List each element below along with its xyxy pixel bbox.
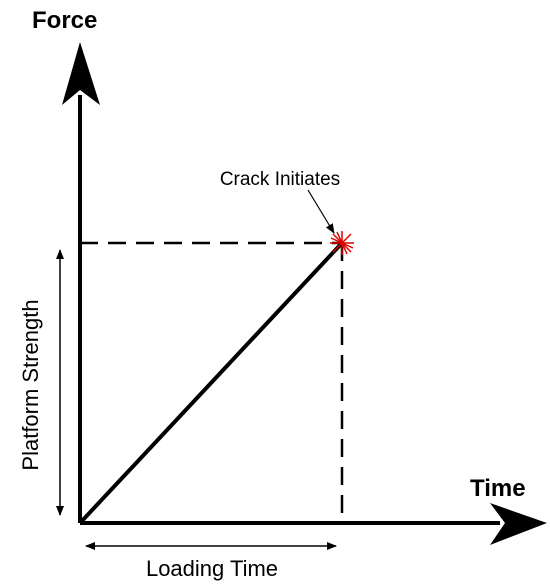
y-axis-label: Force [32,7,97,34]
load-line [78,241,344,525]
crack-star [330,231,354,255]
annotation: Loading Time [146,556,278,581]
y-axis-arrow [62,42,100,105]
x-axis-label: Time [470,475,526,502]
annotation: Platform Strength [18,299,43,470]
annotation: Crack Initiates [220,169,340,190]
x-axis-arrow [490,503,547,545]
annotation-arrow [307,189,335,234]
